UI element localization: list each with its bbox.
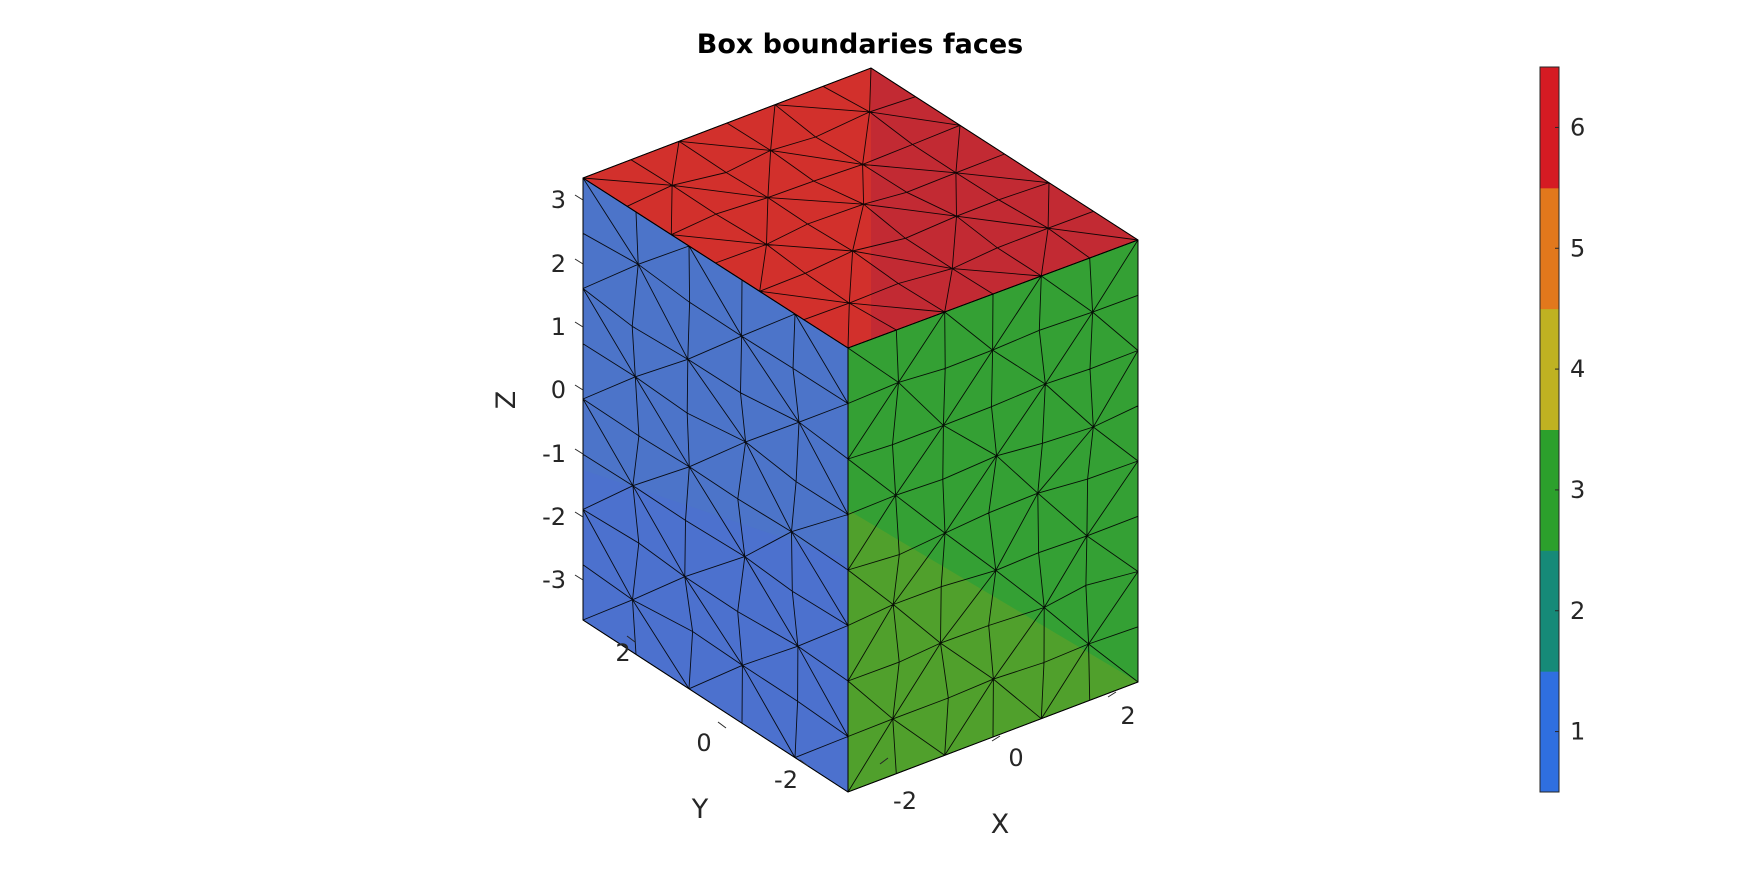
colorbar: 1 2 3 4 5 6 bbox=[1539, 66, 1585, 793]
x-tick-mark bbox=[879, 757, 889, 765]
face-3-shade bbox=[848, 510, 1138, 792]
colorbar-segment bbox=[1540, 187, 1559, 310]
colorbar-tick-label: 6 bbox=[1570, 113, 1585, 141]
colorbar-segment bbox=[1540, 308, 1559, 430]
y-tick-mark bbox=[626, 635, 636, 643]
z-tick-mark bbox=[574, 448, 584, 455]
triangle-mesh bbox=[582, 67, 1139, 793]
z-tick-mark bbox=[574, 574, 584, 581]
face-6-fill bbox=[583, 68, 1138, 348]
z-axis-label: Z bbox=[491, 391, 522, 410]
z-tick-mark bbox=[574, 194, 584, 201]
colorbar-tick-label: 1 bbox=[1570, 718, 1585, 746]
x-tick-mark bbox=[991, 735, 1001, 742]
z-tick-label: 0 bbox=[551, 376, 566, 404]
colorbar-segment bbox=[1540, 671, 1559, 793]
x-tick-label: 2 bbox=[1120, 702, 1135, 730]
face-z-max bbox=[583, 68, 1138, 348]
y-axis-label: Y bbox=[691, 794, 709, 825]
x-tick-mark bbox=[1107, 691, 1117, 698]
z-tick-mark bbox=[574, 384, 584, 391]
y-tick-label: 0 bbox=[696, 729, 711, 757]
y-tick-label: 2 bbox=[615, 639, 630, 667]
colorbar-tick-label: 3 bbox=[1570, 476, 1585, 504]
box-plot-3d: -3 -2 -1 0 1 2 3 -2 0 2 -2 0 2 bbox=[542, 67, 1139, 815]
z-tick-label: -3 bbox=[542, 566, 566, 594]
y-tick-mark bbox=[799, 759, 809, 767]
colorbar-frame bbox=[1539, 66, 1560, 793]
z-tick-label: -1 bbox=[542, 440, 566, 468]
colorbar-tick-label: 2 bbox=[1570, 597, 1585, 625]
x-tick-label: 0 bbox=[1008, 744, 1023, 772]
colorbar-segment bbox=[1540, 67, 1559, 189]
z-tick-mark bbox=[574, 258, 584, 265]
z-tick-label: 1 bbox=[551, 313, 566, 341]
z-tick-mark bbox=[574, 511, 584, 518]
x-axis-label: X bbox=[991, 809, 1010, 840]
z-tick-mark bbox=[574, 321, 584, 328]
colorbar-segment bbox=[1540, 429, 1559, 551]
axes: -3 -2 -1 0 1 2 3 -2 0 2 -2 0 2 bbox=[542, 186, 1136, 815]
colorbar-tick-label: 4 bbox=[1570, 355, 1585, 383]
box-outline bbox=[582, 67, 1139, 793]
x-tick-label: -2 bbox=[893, 787, 917, 815]
y-tick-mark bbox=[717, 721, 727, 729]
colorbar-tick-label: 5 bbox=[1570, 234, 1585, 262]
y-tick-label: -2 bbox=[774, 766, 798, 794]
z-tick-label: 3 bbox=[551, 186, 566, 214]
mesh-face-3 bbox=[847, 239, 1139, 793]
z-tick-label: 2 bbox=[551, 250, 566, 278]
chart-title: Box boundaries faces bbox=[697, 29, 1024, 60]
face-6-shade bbox=[848, 68, 1138, 348]
z-tick-label: -2 bbox=[542, 503, 566, 531]
colorbar-segment bbox=[1540, 550, 1559, 672]
